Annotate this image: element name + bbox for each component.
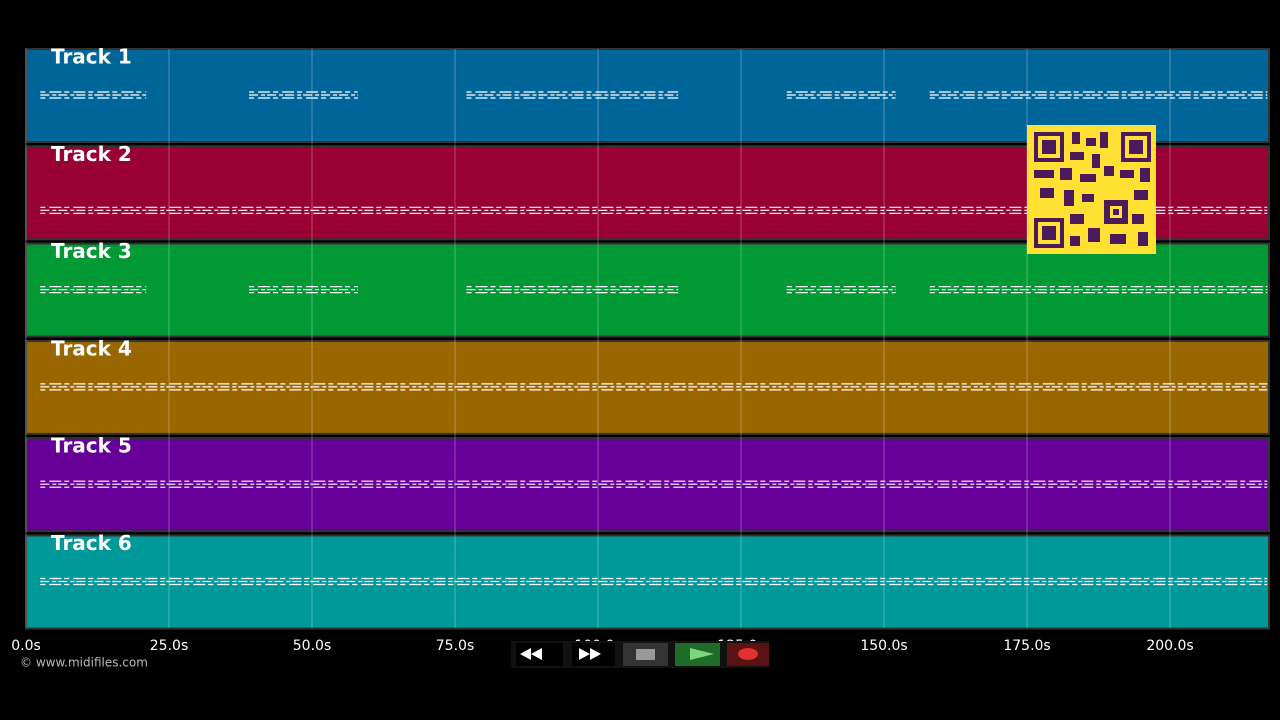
track-name: Track 2 [51,142,132,166]
tick-label: 150.0s [860,638,907,654]
note-phrase [249,286,358,294]
note-phrase [786,286,896,294]
tick-label: 25.0s [150,638,188,654]
track-name: Track 3 [51,239,132,263]
stop-button[interactable] [623,643,668,666]
tracks: Track 1 Track 2 Track 3 Track 4 Track 5 Track… [25,45,1270,630]
track-name: Track 5 [51,434,132,458]
note-phrase [466,91,679,99]
tick-label: 75.0s [436,638,474,654]
note-phrase [40,480,1268,488]
note-phrase [786,91,896,99]
transport-controls [511,641,769,668]
track-name: Track 6 [51,531,132,555]
note-phrase [40,383,890,391]
record-button[interactable] [727,643,769,666]
tick-label: 50.0s [293,638,331,654]
note-phrase [929,91,1268,99]
play-button[interactable] [675,643,720,666]
copyright: © www.midifiles.com [20,656,148,670]
note-phrase [40,286,147,294]
track-name: Track 4 [51,336,132,360]
note-phrase [40,577,1268,586]
note-phrase [40,91,147,99]
track-name: Track 1 [51,45,132,69]
note-phrase [889,383,1268,391]
qr-code [1027,125,1156,254]
note-phrase [929,286,1268,294]
rewind-button[interactable] [516,643,563,666]
note-phrase [466,286,679,294]
fast-forward-button[interactable] [572,643,615,666]
note-phrase [249,91,358,99]
tick-label: 0.0s [11,638,41,654]
tick-label: 175.0s [1003,638,1050,654]
tick-label: 200.0s [1146,638,1193,654]
